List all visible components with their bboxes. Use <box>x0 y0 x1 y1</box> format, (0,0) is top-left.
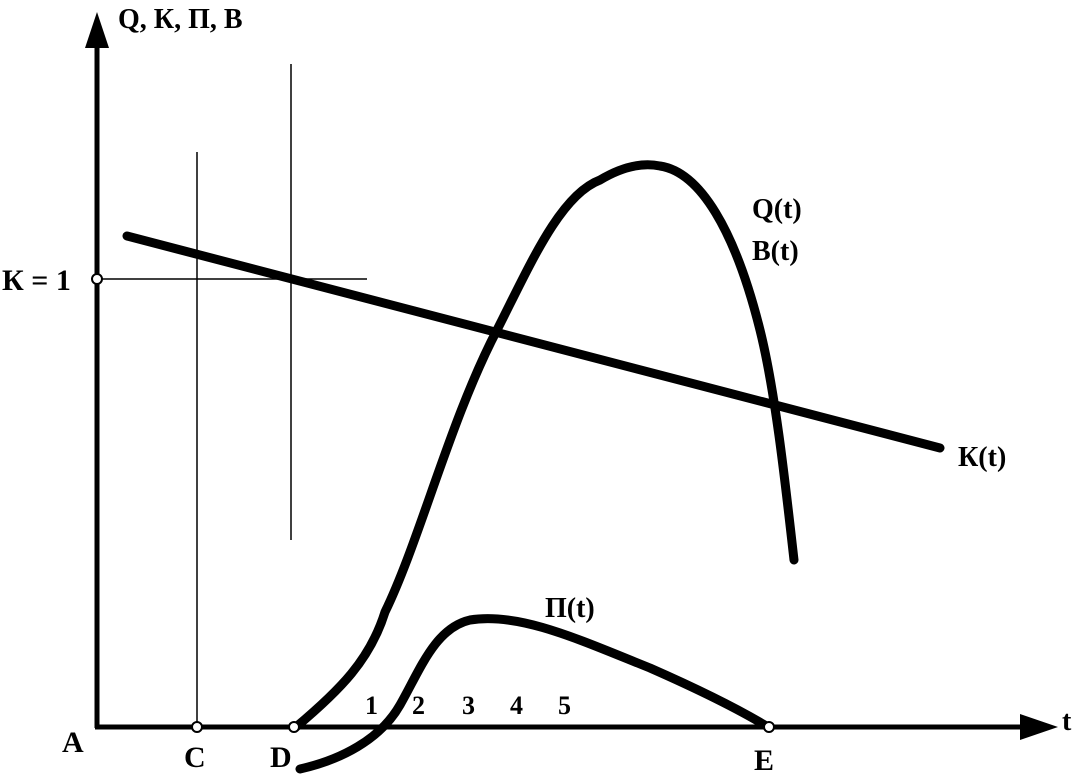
point-e-label: E <box>754 744 774 774</box>
tick-number: 5 <box>558 691 571 720</box>
k-curve <box>122 231 945 453</box>
p-curve <box>295 614 773 774</box>
point-d <box>288 721 300 733</box>
p-curve-label: П(t) <box>545 593 595 624</box>
point-e <box>763 721 775 733</box>
axes <box>85 12 1058 740</box>
x-axis-arrow <box>1020 714 1058 740</box>
b-curve-label: B(t) <box>752 236 799 267</box>
guide-lines <box>97 64 367 727</box>
q-curve-label: Q(t) <box>752 194 802 225</box>
labels: Q, К, П, В t A К = 1 C D E Q(t) B(t) К(t… <box>2 4 1072 774</box>
axis-points <box>91 273 775 733</box>
y-axis-label: Q, К, П, В <box>118 4 243 35</box>
tick-number: 2 <box>412 691 425 720</box>
q-b-curve <box>291 160 799 732</box>
point-c <box>191 721 203 733</box>
tick-number: 3 <box>462 691 475 720</box>
tick-numbers: 1 2 3 4 5 <box>365 691 571 720</box>
origin-label: A <box>62 726 84 759</box>
tick-number: 4 <box>510 691 523 720</box>
x-axis-label: t <box>1062 706 1072 737</box>
y-axis-arrow <box>85 12 109 48</box>
point-c-label: C <box>184 741 206 774</box>
k-curve-label: К(t) <box>958 442 1006 473</box>
curves <box>122 160 945 774</box>
k-level-point <box>91 273 103 285</box>
point-d-label: D <box>270 741 292 774</box>
tick-number: 1 <box>365 691 378 720</box>
k-level-label: К = 1 <box>2 264 71 297</box>
